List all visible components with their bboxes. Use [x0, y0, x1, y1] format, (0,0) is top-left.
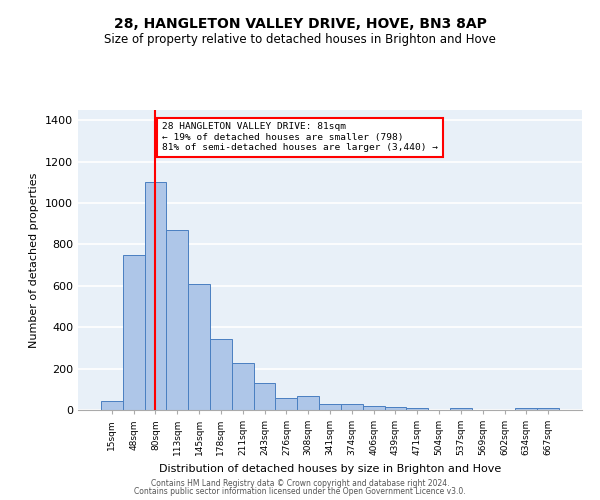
Bar — [232, 364, 254, 410]
Text: 28 HANGLETON VALLEY DRIVE: 81sqm
← 19% of detached houses are smaller (798)
81% : 28 HANGLETON VALLEY DRIVE: 81sqm ← 19% o… — [162, 122, 438, 152]
Bar — [363, 406, 385, 410]
Bar — [297, 396, 319, 410]
Text: Size of property relative to detached houses in Brighton and Hove: Size of property relative to detached ho… — [104, 32, 496, 46]
Bar — [406, 408, 428, 410]
Bar — [123, 255, 145, 410]
Text: 28, HANGLETON VALLEY DRIVE, HOVE, BN3 8AP: 28, HANGLETON VALLEY DRIVE, HOVE, BN3 8A… — [113, 18, 487, 32]
Bar — [188, 284, 210, 410]
Y-axis label: Number of detached properties: Number of detached properties — [29, 172, 40, 348]
Bar — [275, 398, 297, 410]
Bar — [537, 408, 559, 410]
Bar — [319, 404, 341, 410]
Bar — [385, 407, 406, 410]
Bar — [166, 230, 188, 410]
Text: Contains public sector information licensed under the Open Government Licence v3: Contains public sector information licen… — [134, 487, 466, 496]
Bar — [341, 404, 363, 410]
Bar — [210, 338, 232, 410]
Bar — [515, 408, 537, 410]
Bar — [101, 400, 123, 410]
Bar — [254, 383, 275, 410]
Bar — [145, 182, 166, 410]
Bar — [450, 408, 472, 410]
X-axis label: Distribution of detached houses by size in Brighton and Hove: Distribution of detached houses by size … — [159, 464, 501, 473]
Text: Contains HM Land Registry data © Crown copyright and database right 2024.: Contains HM Land Registry data © Crown c… — [151, 478, 449, 488]
